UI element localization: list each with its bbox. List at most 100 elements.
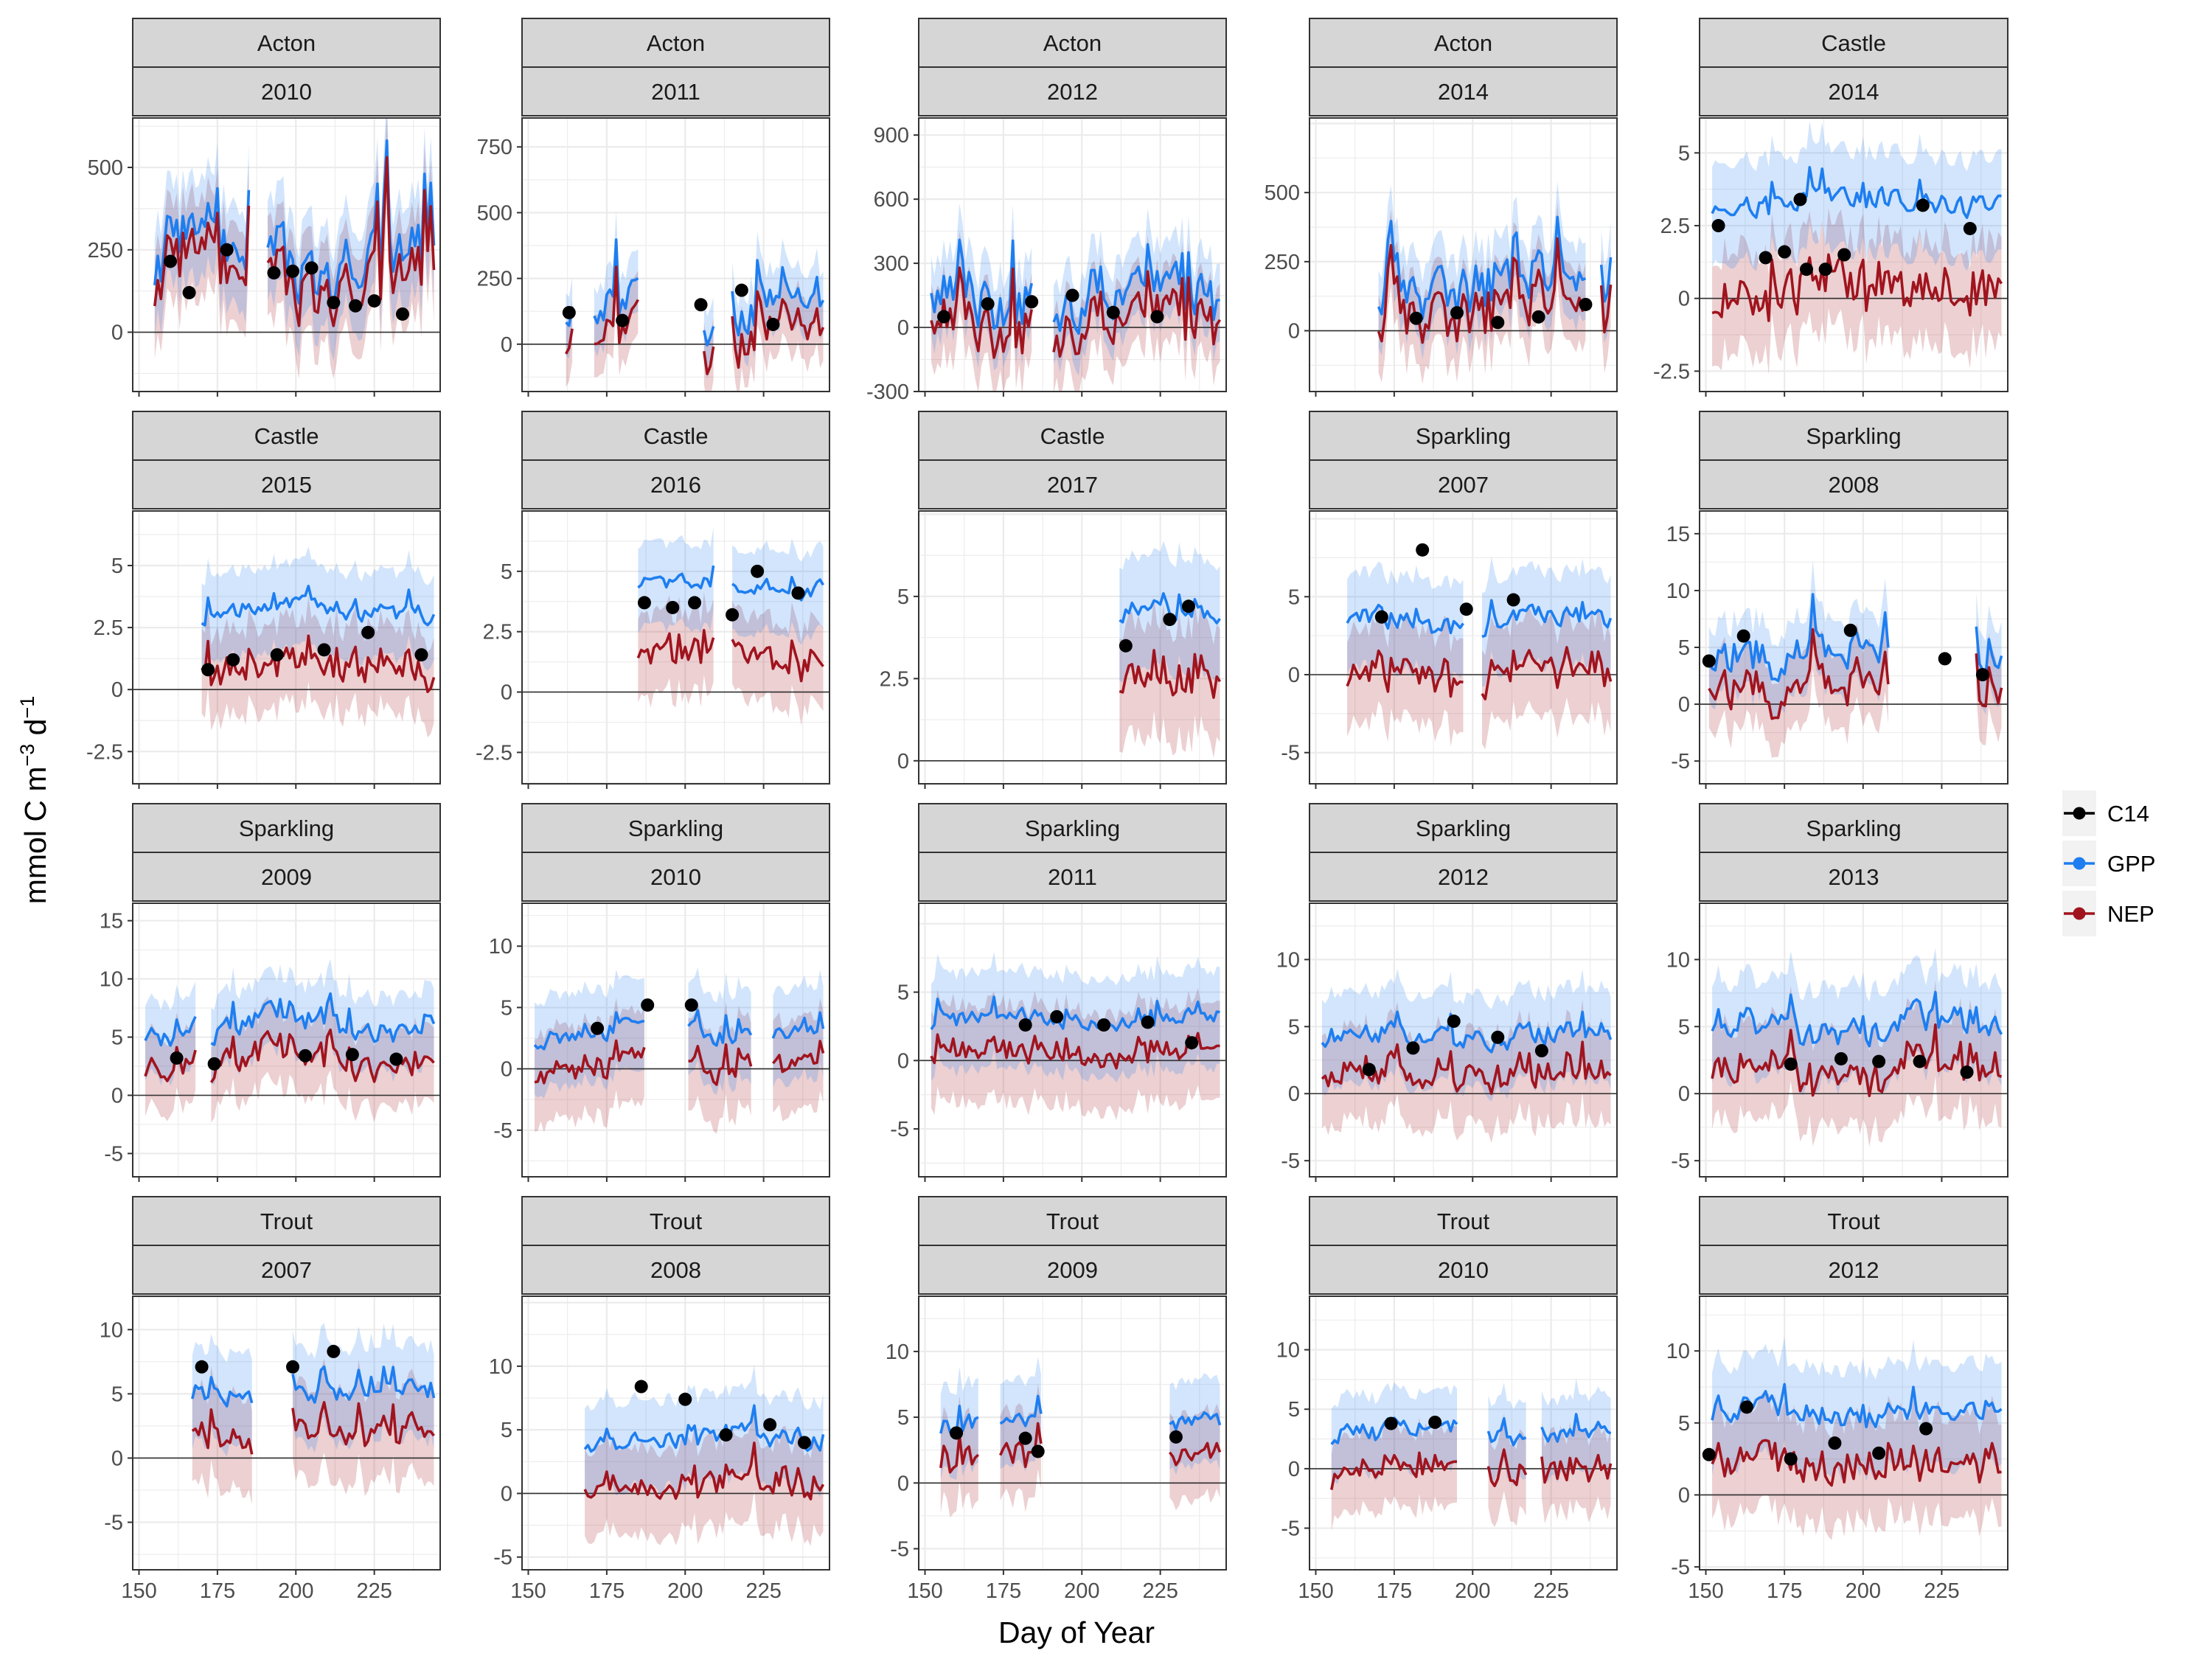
y-tick-label: 5 (1678, 142, 1690, 165)
y-tick-label: 0 (111, 1447, 123, 1470)
facet-lake-label: Sparkling (1025, 815, 1120, 841)
c14-point (1800, 262, 1814, 276)
c14-point (1975, 668, 1989, 681)
y-tick-label: 5 (111, 1382, 123, 1406)
series-layer (919, 951, 1226, 1121)
series-layer (133, 118, 440, 379)
gpp-line (533, 1011, 645, 1051)
facet-strip-year (1309, 852, 1618, 902)
nep-credible-band (940, 1395, 978, 1518)
c14-point (1916, 198, 1930, 212)
nep-credible-band (201, 596, 434, 738)
c14-point (1450, 306, 1464, 320)
legend-label: NEP (2107, 901, 2154, 927)
nep-line (1711, 253, 2003, 322)
y-tick-label: -5 (104, 1512, 123, 1535)
y-tick-label: 0 (897, 316, 909, 340)
y-tick-label: 5 (111, 554, 123, 578)
facet-panel: Trout 2010 -5 0 5 10 150 175 200 225 (1276, 1196, 1618, 1603)
nep-credible-band (1169, 1403, 1220, 1511)
facet-panel: Trout 2012 -5 0 5 10 150 175 200 225 (1666, 1196, 2008, 1603)
facet-strip-lake (521, 1196, 830, 1246)
y-tick-label: 10 (489, 1355, 512, 1379)
gridlines (919, 511, 1226, 784)
facet-panel: Castle 2016 -2.5 0 2.5 5 (476, 411, 830, 789)
y-tick-label: -5 (890, 1537, 909, 1561)
y-axis-label-mid: d (18, 719, 52, 744)
legend-item-gpp: GPP (2062, 841, 2155, 886)
c14-point (182, 285, 196, 299)
c14-point (1428, 1415, 1442, 1429)
facet-panel: Sparkling 2007 -5 0 5 (1281, 411, 1618, 789)
c14-point (1018, 1018, 1032, 1032)
c14-point (207, 1057, 221, 1071)
c14-point (1150, 310, 1164, 324)
nep-credible-band (1541, 1419, 1611, 1524)
panel-background (1310, 903, 1617, 1177)
facet-year-label: 2011 (651, 79, 700, 105)
c14-point (1843, 623, 1857, 637)
y-tick-label: -5 (1281, 1517, 1300, 1541)
c14-point (1579, 297, 1593, 311)
y-tick-label: 0 (111, 678, 123, 702)
facet-panel: Sparkling 2008 -5 0 5 10 15 (1666, 411, 2008, 789)
c14-point (1181, 599, 1195, 613)
c14-point (286, 1360, 300, 1374)
y-tick-label: 0 (1678, 1484, 1690, 1507)
panel-background (522, 511, 830, 784)
y-tick-label: 5 (1288, 1015, 1300, 1039)
nep-credible-band (1331, 1416, 1457, 1531)
c14-point (1913, 1054, 1927, 1068)
nep-line (153, 205, 251, 307)
c14-point (1702, 654, 1716, 668)
gpp-line (593, 238, 639, 324)
c14-point (299, 1048, 313, 1062)
gpp-credible-band (1347, 561, 1464, 684)
nep-credible-band (1347, 607, 1464, 747)
facet-lake-label: Trout (1046, 1208, 1099, 1234)
gpp-line (1321, 1010, 1613, 1054)
gpp-line (210, 992, 436, 1046)
facet-panel: Castle 2015 -2.5 0 2.5 5 (86, 411, 441, 789)
facet-strip-lake (132, 411, 441, 461)
facet-strip-lake (918, 803, 1227, 853)
facet-panel: Sparkling 2010 -5 0 5 10 (489, 803, 830, 1182)
y-tick-label: -5 (1281, 742, 1300, 765)
c14-point (220, 243, 234, 257)
c14-point (791, 586, 805, 600)
c14-point (1409, 311, 1423, 325)
c14-point (634, 1380, 648, 1394)
nep-line (144, 1046, 197, 1082)
gpp-line (1486, 1417, 1527, 1447)
nep-line (565, 328, 574, 355)
legend-label: GPP (2107, 851, 2155, 877)
c14-point (1963, 221, 1977, 235)
gpp-line (153, 187, 251, 285)
panel-border (1309, 510, 1618, 785)
facet-lake-label: Trout (650, 1208, 703, 1234)
gridlines (1310, 511, 1617, 784)
c14-point (1759, 251, 1773, 265)
c14-point (317, 643, 331, 657)
y-tick-label: 0 (1678, 1082, 1690, 1106)
facet-year-label: 2015 (261, 472, 312, 498)
c14-point (1834, 1051, 1848, 1065)
x-tick-label: 150 (1298, 1579, 1333, 1603)
nep-line (291, 1401, 435, 1447)
c14-point (164, 254, 178, 268)
series-layer (522, 210, 830, 392)
facet-lake-label: Sparkling (1416, 423, 1511, 449)
facet-strip-lake (521, 411, 830, 461)
facet-lake-label: Trout (1827, 1208, 1880, 1234)
facet-year-label: 2017 (1047, 472, 1098, 498)
gpp-line (771, 1011, 825, 1040)
panel-background (1310, 118, 1617, 392)
c14-point (1031, 1444, 1045, 1458)
y-tick-label: -5 (890, 1118, 909, 1141)
c14-point (305, 261, 319, 275)
c14-point (327, 1344, 341, 1358)
gpp-line (1169, 1411, 1222, 1431)
series-layer (1310, 543, 1617, 750)
facet-strip-lake (1309, 803, 1618, 853)
nep-line (1540, 1453, 1613, 1484)
